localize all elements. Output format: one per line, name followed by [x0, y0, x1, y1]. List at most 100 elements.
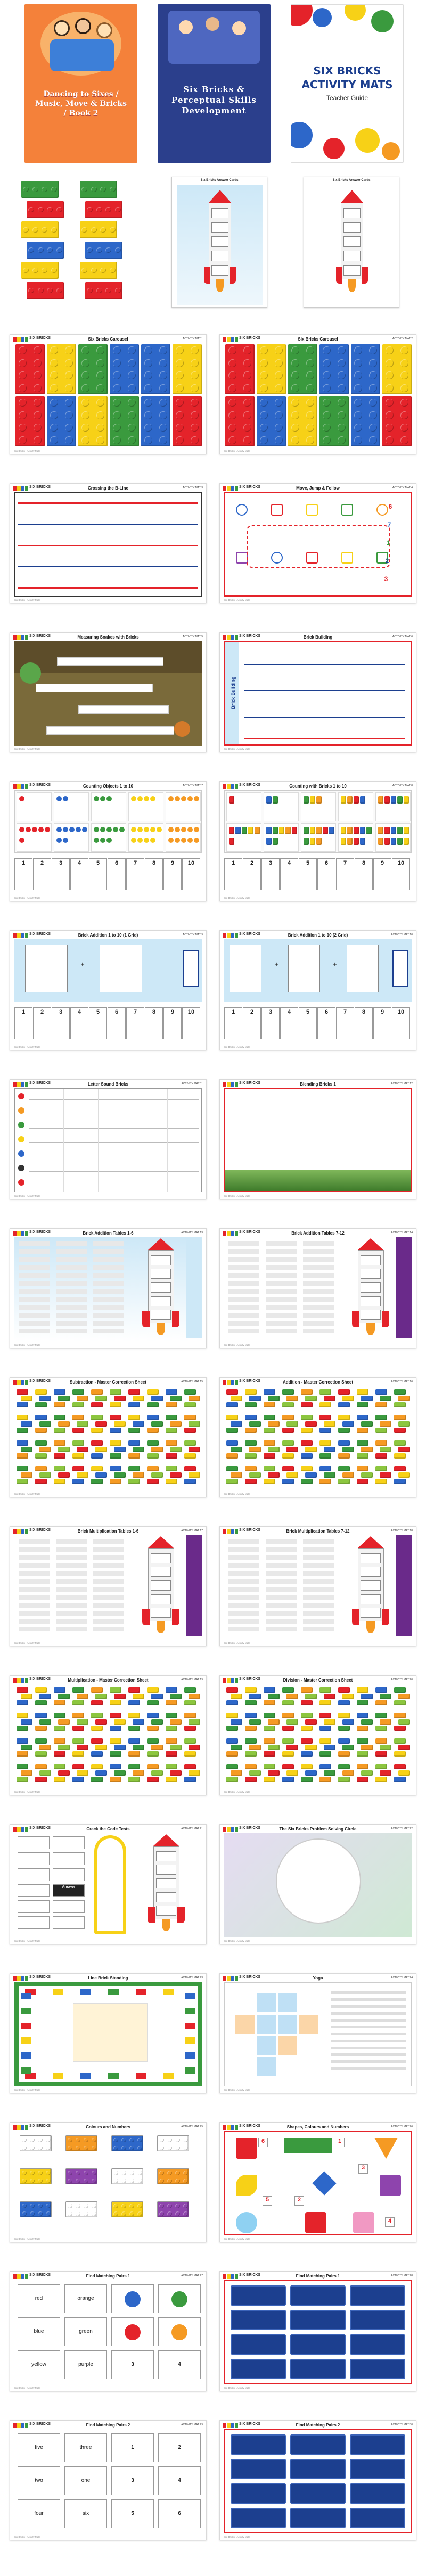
activity-mat[interactable]: SIX BRICKS Find Matching Pairs 1 ACTIVITY …: [10, 2271, 207, 2391]
face-down-card[interactable]: [350, 2434, 405, 2455]
code-box[interactable]: [53, 1900, 85, 1913]
match-card[interactable]: one: [64, 2466, 107, 2495]
move-shape-icon[interactable]: [341, 552, 353, 564]
counting-box[interactable]: [91, 823, 126, 852]
number-slot[interactable]: 3: [261, 858, 280, 890]
answer-box[interactable]: [392, 950, 408, 987]
activity-mat[interactable]: SIX BRICKS Subtraction - Master Correctio…: [10, 1377, 207, 1497]
activity-mat[interactable]: SIX BRICKS Letter Sound Bricks ACTIVITY MA…: [10, 1079, 207, 1199]
match-card[interactable]: six: [64, 2499, 107, 2528]
number-slot[interactable]: 1: [14, 1007, 32, 1039]
answer-box[interactable]: [151, 1296, 171, 1306]
answer-box[interactable]: [343, 265, 361, 276]
activity-mat[interactable]: SIX BRICKS Multiplication - Master Correc…: [10, 1675, 207, 1795]
activity-mat[interactable]: SIX BRICKS Brick Building ACTIVITY MAT 6 Si…: [219, 632, 416, 752]
match-card[interactable]: 3: [111, 2350, 154, 2379]
face-down-card[interactable]: [350, 2285, 405, 2306]
code-box[interactable]: [18, 1836, 50, 1849]
answer-box[interactable]: [151, 1608, 171, 1618]
answer-box[interactable]: [151, 1310, 171, 1320]
answer-box[interactable]: [343, 236, 361, 247]
number-brick-card[interactable]: [157, 2135, 194, 2157]
match-card[interactable]: purple: [64, 2350, 107, 2379]
answer-box[interactable]: [156, 1851, 176, 1861]
answer-box[interactable]: [343, 208, 361, 219]
cover-dancing-to-sixes[interactable]: Dancing to Sixes / Music, Move & Bricks …: [24, 4, 137, 163]
number-slot[interactable]: 8: [145, 858, 163, 890]
answer-box[interactable]: [156, 1906, 176, 1916]
code-box[interactable]: [18, 1884, 50, 1897]
number-slot[interactable]: 1: [14, 858, 32, 890]
face-down-card[interactable]: [350, 2359, 405, 2379]
code-box[interactable]: [18, 1868, 50, 1881]
face-down-card[interactable]: [290, 2310, 346, 2330]
face-down-card[interactable]: [290, 2508, 346, 2528]
answer-box[interactable]: [151, 1567, 171, 1577]
counting-box[interactable]: [264, 792, 299, 821]
number-slot[interactable]: 4: [70, 858, 88, 890]
move-shape-icon[interactable]: [376, 504, 388, 516]
face-down-card[interactable]: [350, 2508, 405, 2528]
activity-mat[interactable]: SIX BRICKS Find Matching Pairs 2 ACTIVITY …: [10, 2420, 207, 2540]
face-down-card[interactable]: [231, 2483, 286, 2504]
yoga-mat-square[interactable]: [299, 2015, 318, 2034]
counting-box[interactable]: [128, 792, 163, 821]
answer-box[interactable]: [361, 1296, 381, 1306]
answer-box[interactable]: [151, 1269, 171, 1279]
counting-box[interactable]: [375, 792, 411, 821]
number-brick-card[interactable]: [65, 2168, 103, 2190]
answer-box[interactable]: [151, 1580, 171, 1591]
number-slot[interactable]: 10: [182, 858, 200, 890]
match-card[interactable]: 4: [158, 2350, 201, 2379]
shape-icon[interactable]: [284, 2138, 332, 2153]
activity-mat[interactable]: SIX BRICKS Measuring Snakes with Bricks AC…: [10, 632, 207, 752]
match-card[interactable]: 4: [158, 2466, 201, 2495]
yoga-mat-square[interactable]: [257, 2015, 276, 2034]
move-shape-icon[interactable]: [236, 504, 248, 516]
counting-box[interactable]: [166, 792, 201, 821]
activity-mat[interactable]: SIX BRICKS Crossing the B-Line ACTIVITY MA…: [10, 483, 207, 603]
face-down-card[interactable]: [231, 2334, 286, 2355]
number-slot[interactable]: 9: [163, 858, 182, 890]
counting-box[interactable]: [17, 823, 52, 852]
brick-drop-zone[interactable]: [100, 945, 142, 992]
answer-box[interactable]: [361, 1580, 381, 1591]
activity-mat[interactable]: SIX BRICKS Shapes, Colours and Numbers ACT…: [219, 2122, 416, 2242]
activity-mat[interactable]: SIX BRICKS Division - Master Correction S…: [219, 1675, 416, 1795]
measure-strip[interactable]: [57, 657, 163, 666]
face-down-card[interactable]: [350, 2310, 405, 2330]
shape-icon[interactable]: [305, 2212, 326, 2233]
number-brick-card[interactable]: [20, 2135, 57, 2157]
number-slot[interactable]: 8: [355, 858, 373, 890]
yoga-mat-square[interactable]: [257, 1993, 276, 2012]
yoga-mat-square[interactable]: [278, 1993, 297, 2012]
number-brick-card[interactable]: [111, 2168, 149, 2190]
answer-box[interactable]: [361, 1282, 381, 1293]
activity-mat[interactable]: SIX BRICKS The Six Bricks Problem Solving…: [219, 1824, 416, 1944]
answer-box[interactable]: [361, 1553, 381, 1563]
face-down-card[interactable]: [231, 2508, 286, 2528]
answer-box[interactable]: [211, 222, 228, 233]
number-slot[interactable]: 10: [182, 1007, 200, 1039]
face-down-card[interactable]: [231, 2434, 286, 2455]
counting-box[interactable]: [226, 792, 261, 821]
number-brick-card[interactable]: [20, 2201, 57, 2223]
activity-mat[interactable]: SIX BRICKS Counting Objects 1 to 10 ACTIVI…: [10, 781, 207, 901]
number-slot[interactable]: 5: [89, 858, 107, 890]
number-slot[interactable]: 4: [280, 1007, 298, 1039]
activity-mat[interactable]: SIX BRICKS Line Brick Standing ACTIVITY MA…: [10, 1973, 207, 2093]
match-card[interactable]: [158, 2317, 201, 2346]
measure-strip[interactable]: [46, 726, 174, 735]
counting-box[interactable]: [54, 823, 89, 852]
counting-box[interactable]: [226, 823, 261, 852]
face-down-card[interactable]: [231, 2310, 286, 2330]
shape-icon[interactable]: [380, 2175, 401, 2196]
answer-box[interactable]: [151, 1282, 171, 1293]
answer-box[interactable]: [361, 1255, 381, 1265]
answer-box[interactable]: [156, 1878, 176, 1888]
number-brick-card[interactable]: [157, 2168, 194, 2190]
match-card[interactable]: 3: [111, 2466, 154, 2495]
move-shape-icon[interactable]: [306, 504, 318, 516]
number-slot[interactable]: 1: [224, 1007, 242, 1039]
answer-box[interactable]: [361, 1594, 381, 1604]
